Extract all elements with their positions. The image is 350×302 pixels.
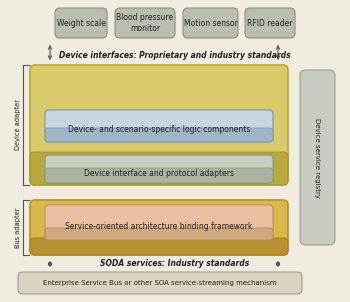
FancyBboxPatch shape	[300, 70, 335, 245]
FancyBboxPatch shape	[30, 65, 288, 185]
Text: Device- and scenario-specific logic components: Device- and scenario-specific logic comp…	[68, 126, 250, 134]
FancyBboxPatch shape	[30, 200, 288, 255]
FancyBboxPatch shape	[45, 110, 273, 142]
Text: Device service registry: Device service registry	[315, 117, 321, 198]
Text: Blood pressure
monitor: Blood pressure monitor	[117, 13, 174, 33]
Text: Device interfaces: Proprietary and industry standards: Device interfaces: Proprietary and indus…	[59, 52, 291, 60]
FancyBboxPatch shape	[55, 8, 107, 38]
FancyBboxPatch shape	[45, 128, 273, 142]
FancyBboxPatch shape	[30, 152, 288, 185]
Text: Device interface and protocol adapters: Device interface and protocol adapters	[84, 169, 234, 178]
Text: Enterprise Service Bus or other SOA service-streaming mechanism: Enterprise Service Bus or other SOA serv…	[43, 280, 277, 286]
Text: RFID reader: RFID reader	[247, 18, 293, 27]
Text: Bus adapter: Bus adapter	[15, 207, 21, 248]
FancyBboxPatch shape	[45, 168, 273, 183]
Text: SODA services: Industry standards: SODA services: Industry standards	[100, 259, 250, 268]
FancyBboxPatch shape	[18, 272, 302, 294]
Text: Service-oriented architecture binding framework: Service-oriented architecture binding fr…	[65, 222, 253, 231]
FancyBboxPatch shape	[45, 228, 273, 240]
FancyBboxPatch shape	[245, 8, 295, 38]
FancyBboxPatch shape	[45, 205, 273, 240]
FancyBboxPatch shape	[115, 8, 175, 38]
FancyBboxPatch shape	[45, 155, 273, 183]
FancyBboxPatch shape	[183, 8, 238, 38]
Text: Device adapter: Device adapter	[15, 99, 21, 150]
Text: Motion sensor: Motion sensor	[183, 18, 237, 27]
FancyBboxPatch shape	[30, 238, 288, 255]
Text: Weight scale: Weight scale	[57, 18, 105, 27]
